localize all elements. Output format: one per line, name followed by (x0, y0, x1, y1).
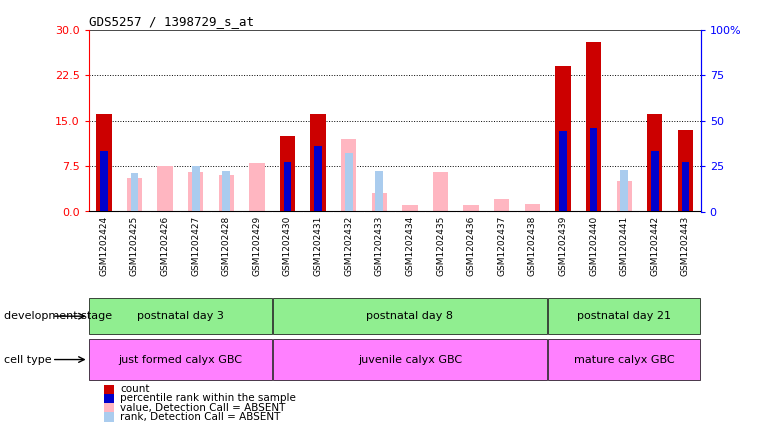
Bar (464, 206, 479, 212)
Text: count: count (120, 384, 149, 394)
Bar (192, 166, 199, 212)
Text: value, Detection Call = ABSENT: value, Detection Call = ABSENT (120, 403, 286, 413)
Text: GSM1202424: GSM1202424 (99, 216, 109, 276)
Bar (590, 128, 598, 212)
Text: GSM1202435: GSM1202435 (436, 216, 445, 276)
Bar (651, 151, 658, 212)
Bar (273, 298, 547, 334)
Text: postnatal day 21: postnatal day 21 (578, 311, 671, 321)
Text: GSM1202443: GSM1202443 (681, 216, 690, 276)
Bar (621, 170, 628, 212)
Text: postnatal day 3: postnatal day 3 (137, 311, 224, 321)
Text: GSM1202441: GSM1202441 (620, 216, 628, 276)
Bar (376, 171, 383, 212)
Text: GSM1202442: GSM1202442 (651, 216, 659, 276)
Text: GSM1202436: GSM1202436 (467, 216, 476, 276)
Text: postnatal day 8: postnatal day 8 (367, 311, 454, 321)
Text: GSM1202437: GSM1202437 (497, 216, 506, 276)
Text: GSM1202439: GSM1202439 (558, 216, 567, 276)
Bar (555, 66, 571, 212)
Bar (617, 181, 632, 212)
Bar (678, 130, 693, 212)
Bar (188, 172, 203, 212)
Text: GSM1202431: GSM1202431 (313, 216, 323, 276)
Text: GSM1202429: GSM1202429 (253, 216, 261, 276)
Bar (372, 193, 387, 212)
Bar (681, 161, 689, 212)
Bar (402, 206, 417, 212)
Bar (681, 162, 689, 212)
Text: cell type: cell type (4, 354, 52, 365)
Bar (341, 139, 357, 212)
Bar (310, 115, 326, 212)
Bar (96, 115, 112, 212)
Bar (89, 338, 272, 381)
Text: GSM1202428: GSM1202428 (222, 216, 231, 276)
Bar (249, 163, 265, 212)
Text: GSM1202438: GSM1202438 (528, 216, 537, 276)
Bar (494, 199, 510, 212)
Bar (89, 298, 272, 334)
Bar (283, 162, 291, 212)
Bar (586, 42, 601, 212)
Text: GSM1202432: GSM1202432 (344, 216, 353, 276)
Bar (548, 338, 700, 381)
Bar (127, 178, 142, 212)
Bar (345, 153, 353, 212)
Text: GSM1202426: GSM1202426 (161, 216, 169, 276)
Text: rank, Detection Call = ABSENT: rank, Detection Call = ABSENT (120, 412, 280, 422)
Bar (223, 171, 230, 212)
Text: GSM1202433: GSM1202433 (375, 216, 383, 276)
Text: just formed calyx GBC: just formed calyx GBC (119, 354, 243, 365)
Text: GSM1202440: GSM1202440 (589, 216, 598, 276)
Text: juvenile calyx GBC: juvenile calyx GBC (358, 354, 462, 365)
Bar (433, 172, 448, 212)
Bar (157, 166, 172, 212)
Bar (100, 151, 108, 212)
Text: GDS5257 / 1398729_s_at: GDS5257 / 1398729_s_at (89, 16, 253, 28)
Bar (548, 298, 700, 334)
Bar (314, 146, 322, 212)
Text: GSM1202427: GSM1202427 (191, 216, 200, 276)
Bar (219, 175, 234, 212)
Bar (131, 173, 139, 212)
Text: GSM1202425: GSM1202425 (130, 216, 139, 276)
Bar (647, 115, 662, 212)
Text: GSM1202434: GSM1202434 (406, 216, 414, 276)
Text: mature calyx GBC: mature calyx GBC (574, 354, 675, 365)
Text: percentile rank within the sample: percentile rank within the sample (120, 393, 296, 404)
Text: GSM1202430: GSM1202430 (283, 216, 292, 276)
Bar (524, 204, 540, 212)
Bar (559, 132, 567, 212)
Bar (273, 338, 547, 381)
Text: development stage: development stage (4, 311, 112, 321)
Bar (280, 136, 295, 212)
